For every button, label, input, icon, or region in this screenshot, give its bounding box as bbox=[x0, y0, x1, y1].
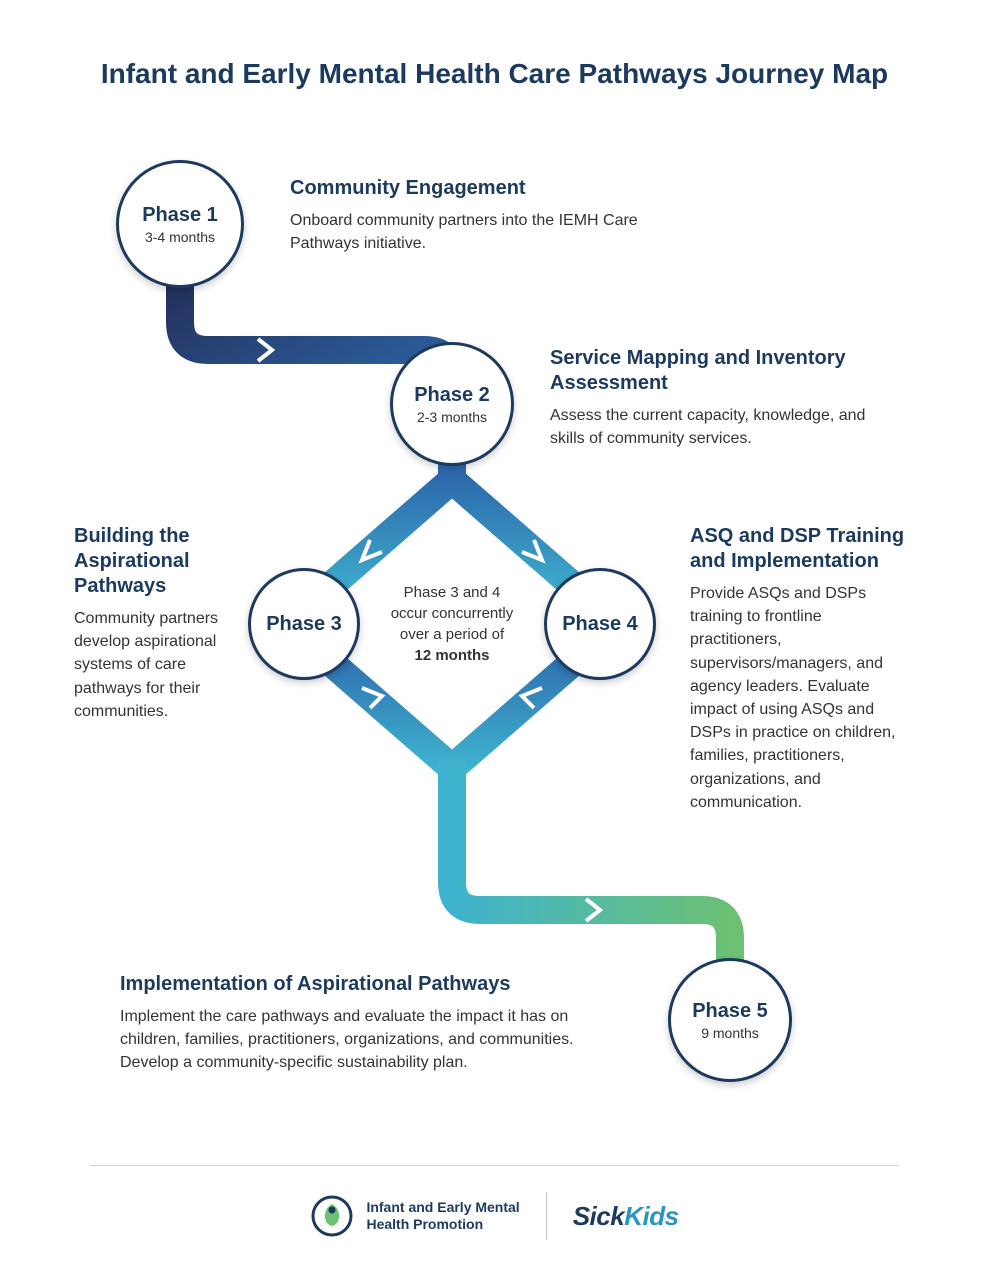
logo-line: Infant and Early Mental bbox=[366, 1199, 519, 1215]
phase-4-desc: ASQ and DSP Training and Implementation … bbox=[690, 524, 912, 814]
center-line: occur concurrently bbox=[391, 605, 514, 622]
section-title: Service Mapping and Inventory Assessment bbox=[550, 346, 900, 396]
diamond-center-note: Phase 3 and 4 occur concurrently over a … bbox=[380, 582, 524, 666]
phase-duration: 2-3 months bbox=[417, 409, 487, 425]
path-to-p5 bbox=[452, 760, 730, 980]
section-text: Implement the care pathways and evaluate… bbox=[120, 1005, 610, 1075]
section-text: Community partners develop aspirational … bbox=[74, 607, 254, 723]
phase-1-desc: Community Engagement Onboard community p… bbox=[290, 176, 650, 255]
section-text: Provide ASQs and DSPs training to frontl… bbox=[690, 582, 912, 814]
footer-divider bbox=[546, 1192, 547, 1240]
footer: Infant and Early Mental Health Promotion… bbox=[90, 1165, 899, 1240]
center-line: Phase 3 and 4 bbox=[404, 584, 501, 601]
logo-iemh-text: Infant and Early Mental Health Promotion bbox=[366, 1199, 519, 1233]
phase-4-circle: Phase 4 bbox=[544, 568, 656, 680]
phase-5-desc: Implementation of Aspirational Pathways … bbox=[120, 972, 610, 1075]
logo-line: Health Promotion bbox=[366, 1216, 483, 1232]
phase-label: Phase 1 bbox=[142, 204, 218, 227]
phase-3-desc: Building the Aspirational Pathways Commu… bbox=[74, 524, 254, 723]
phase-label: Phase 3 bbox=[266, 613, 342, 636]
center-line: over a period of bbox=[400, 626, 504, 643]
section-title: Community Engagement bbox=[290, 176, 650, 201]
phase-duration: 9 months bbox=[701, 1025, 759, 1041]
center-bold: 12 months bbox=[414, 647, 489, 664]
logo-sickkids: SickKids bbox=[573, 1201, 679, 1232]
journey-diagram: Phase 1 3-4 months Phase 2 2-3 months Ph… bbox=[0, 150, 989, 1110]
section-title: ASQ and DSP Training and Implementation bbox=[690, 524, 912, 574]
phase-5-circle: Phase 5 9 months bbox=[668, 958, 792, 1082]
phase-2-circle: Phase 2 2-3 months bbox=[390, 342, 514, 466]
logo-iemh: Infant and Early Mental Health Promotion bbox=[310, 1194, 519, 1238]
phase-label: Phase 2 bbox=[414, 384, 490, 407]
logo-part: Sick bbox=[573, 1201, 625, 1231]
iemh-icon bbox=[310, 1194, 354, 1238]
section-title: Building the Aspirational Pathways bbox=[74, 524, 254, 599]
section-text: Assess the current capacity, knowledge, … bbox=[550, 404, 900, 450]
section-text: Onboard community partners into the IEMH… bbox=[290, 209, 650, 255]
phase-2-desc: Service Mapping and Inventory Assessment… bbox=[550, 346, 900, 450]
logo-part: Kids bbox=[624, 1201, 678, 1231]
phase-label: Phase 4 bbox=[562, 613, 638, 636]
page-title: Infant and Early Mental Health Care Path… bbox=[0, 58, 989, 90]
phase-duration: 3-4 months bbox=[145, 229, 215, 245]
section-title: Implementation of Aspirational Pathways bbox=[120, 972, 610, 997]
phase-label: Phase 5 bbox=[692, 1000, 768, 1023]
phase-3-circle: Phase 3 bbox=[248, 568, 360, 680]
phase-1-circle: Phase 1 3-4 months bbox=[116, 160, 244, 288]
